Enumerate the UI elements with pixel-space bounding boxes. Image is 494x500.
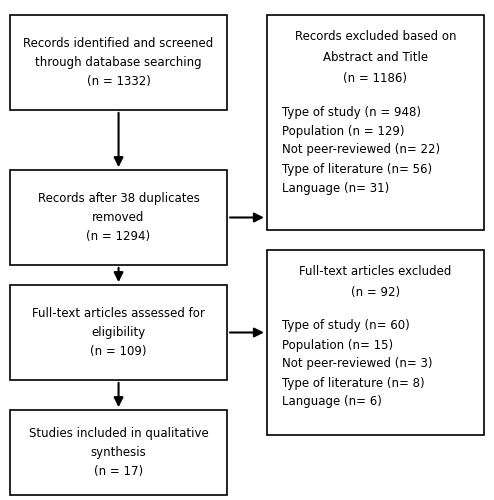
Text: Type of literature (n= 56): Type of literature (n= 56) <box>282 162 432 175</box>
FancyBboxPatch shape <box>267 15 484 230</box>
Text: Language (n= 6): Language (n= 6) <box>282 396 381 408</box>
Text: through database searching: through database searching <box>35 56 202 69</box>
Text: (n = 1186): (n = 1186) <box>343 72 408 85</box>
Text: synthesis: synthesis <box>91 446 146 459</box>
Text: (n = 17): (n = 17) <box>94 465 143 478</box>
Text: Language (n= 31): Language (n= 31) <box>282 182 389 194</box>
Text: Type of study (n = 948): Type of study (n = 948) <box>282 106 420 118</box>
Text: (n = 1294): (n = 1294) <box>86 230 151 243</box>
Text: Not peer-reviewed (n= 22): Not peer-reviewed (n= 22) <box>282 144 440 156</box>
Text: eligibility: eligibility <box>91 326 146 339</box>
FancyBboxPatch shape <box>10 170 227 265</box>
FancyBboxPatch shape <box>10 285 227 380</box>
Text: Not peer-reviewed (n= 3): Not peer-reviewed (n= 3) <box>282 358 432 370</box>
Text: (n = 1332): (n = 1332) <box>86 75 151 88</box>
Text: Type of study (n= 60): Type of study (n= 60) <box>282 320 410 332</box>
FancyBboxPatch shape <box>10 410 227 495</box>
Text: Records excluded based on: Records excluded based on <box>295 30 456 43</box>
Text: Population (n = 129): Population (n = 129) <box>282 124 404 138</box>
Text: Population (n= 15): Population (n= 15) <box>282 338 393 351</box>
Text: Type of literature (n= 8): Type of literature (n= 8) <box>282 376 424 390</box>
Text: Studies included in qualitative: Studies included in qualitative <box>29 427 208 440</box>
Text: (n = 109): (n = 109) <box>90 345 147 358</box>
Text: Full-text articles excluded: Full-text articles excluded <box>299 265 452 278</box>
Text: (n = 92): (n = 92) <box>351 286 400 299</box>
FancyBboxPatch shape <box>10 15 227 110</box>
Text: Full-text articles assessed for: Full-text articles assessed for <box>32 307 205 320</box>
Text: Records identified and screened: Records identified and screened <box>23 37 214 50</box>
FancyBboxPatch shape <box>267 250 484 435</box>
Text: Abstract and Title: Abstract and Title <box>323 51 428 64</box>
Text: Records after 38 duplicates: Records after 38 duplicates <box>38 192 200 205</box>
Text: removed: removed <box>92 211 145 224</box>
